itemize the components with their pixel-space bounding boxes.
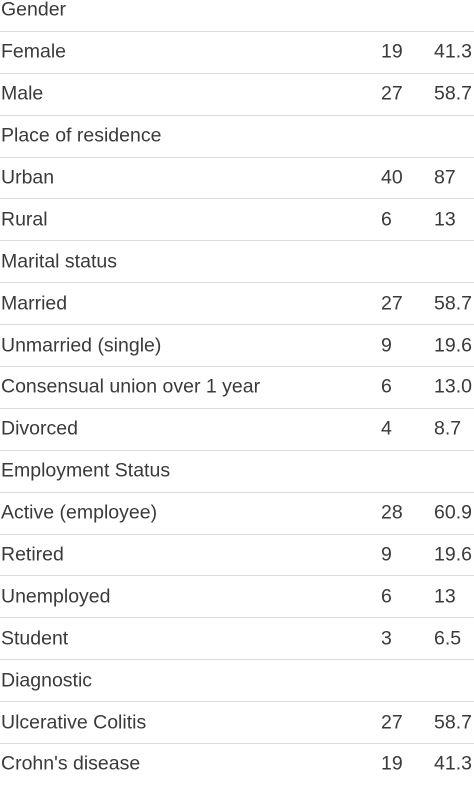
- percent-cell: 6.5: [434, 627, 462, 650]
- percent-cell: 60.9: [434, 501, 472, 524]
- section-header-row: Place of residence: [0, 116, 474, 158]
- row-label: Divorced: [1, 417, 78, 440]
- percent-cell: 87: [434, 166, 456, 189]
- percent-cell: 41.3: [434, 40, 472, 63]
- table-row: Urban 40 87: [0, 158, 474, 200]
- row-label: Female: [1, 40, 67, 63]
- table-row: Student 3 6.5: [0, 618, 474, 661]
- section-header-row: Gender: [0, 0, 474, 32]
- row-label: Unmarried (single): [1, 333, 162, 356]
- count-cell: 4: [381, 417, 392, 440]
- row-label: Urban: [1, 166, 55, 189]
- percent-cell: 19.6: [434, 333, 472, 356]
- percent-cell: 41.3: [434, 752, 472, 775]
- section-label: Diagnostic: [1, 668, 93, 691]
- table-row: Unemployed 6 13: [0, 576, 474, 619]
- row-label: Ulcerative Colitis: [1, 710, 147, 733]
- count-cell: 27: [381, 82, 403, 105]
- percent-cell: 13.0: [434, 375, 472, 398]
- row-label: Crohn's disease: [1, 752, 141, 775]
- count-cell: 27: [381, 291, 403, 314]
- row-label: Married: [1, 291, 68, 314]
- table-row: Ulcerative Colitis 27 58.7: [0, 702, 474, 745]
- table-row: Rural 6 13: [0, 199, 474, 242]
- table-row: Female 19 41.3: [0, 32, 474, 74]
- count-cell: 9: [381, 543, 392, 566]
- percent-cell: 58.7: [434, 291, 472, 314]
- row-label: Retired: [1, 543, 64, 566]
- table-row: Consensual union over 1 year 6 13.0: [0, 367, 474, 409]
- row-label: Unemployed: [1, 585, 111, 608]
- section-header-row: Employment Status: [0, 451, 474, 493]
- count-cell: 19: [381, 752, 403, 775]
- table-row: Divorced 4 8.7: [0, 409, 474, 451]
- percent-cell: 19.6: [434, 543, 472, 566]
- table-row: Married 27 58.7: [0, 283, 474, 326]
- table-row: Active (employee) 28 60.9: [0, 493, 474, 535]
- section-label: Marital status: [1, 250, 117, 273]
- table-row: Retired 9 19.6: [0, 535, 474, 577]
- row-label: Active (employee): [1, 501, 158, 524]
- count-cell: 19: [381, 40, 403, 63]
- table-row: Crohn's disease 19 41.3: [0, 744, 474, 785]
- count-cell: 9: [381, 333, 392, 356]
- percent-cell: 58.7: [434, 82, 472, 105]
- row-label: Consensual union over 1 year: [1, 375, 261, 398]
- percent-cell: 13: [434, 585, 456, 608]
- count-cell: 28: [381, 501, 403, 524]
- section-header-row: Marital status: [0, 241, 474, 284]
- count-cell: 6: [381, 375, 392, 398]
- count-cell: 3: [381, 627, 392, 650]
- row-label: Rural: [1, 208, 48, 231]
- section-label: Gender: [1, 0, 67, 21]
- row-label: Student: [1, 627, 69, 650]
- percent-cell: 13: [434, 208, 456, 231]
- section-header-row: Diagnostic: [0, 660, 474, 703]
- row-label: Male: [1, 82, 44, 105]
- count-cell: 6: [381, 585, 392, 608]
- table-row: Male 27 58.7: [0, 74, 474, 116]
- percent-cell: 58.7: [434, 710, 472, 733]
- count-cell: 40: [381, 166, 403, 189]
- section-label: Place of residence: [1, 124, 162, 147]
- section-label: Employment Status: [1, 459, 171, 482]
- count-cell: 27: [381, 710, 403, 733]
- percent-cell: 8.7: [434, 417, 462, 440]
- count-cell: 6: [381, 208, 392, 231]
- table-row: Unmarried (single) 9 19.6: [0, 325, 474, 368]
